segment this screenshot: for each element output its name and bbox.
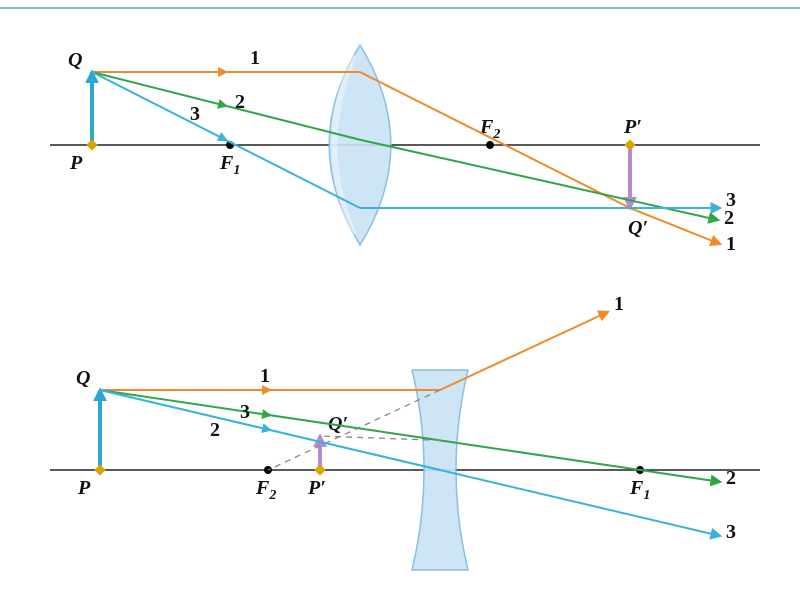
svg-text:3: 3: [726, 189, 736, 211]
svg-text:3: 3: [190, 103, 200, 125]
svg-text:1: 1: [614, 293, 624, 315]
svg-text:P′: P′: [307, 477, 326, 499]
svg-text:1: 1: [260, 365, 270, 387]
svg-text:Q′: Q′: [628, 217, 648, 239]
svg-text:2: 2: [726, 467, 736, 489]
svg-text:Q: Q: [68, 49, 82, 71]
svg-text:1: 1: [250, 47, 260, 69]
svg-text:2: 2: [210, 419, 220, 441]
svg-text:P: P: [77, 477, 91, 499]
svg-text:3: 3: [240, 401, 250, 423]
svg-text:1: 1: [726, 233, 736, 255]
svg-text:F1: F1: [219, 152, 240, 178]
svg-text:3: 3: [726, 521, 736, 543]
svg-text:Q: Q: [76, 367, 90, 389]
svg-text:P′: P′: [623, 116, 642, 138]
svg-text:F2: F2: [255, 477, 276, 503]
svg-text:F1: F1: [629, 477, 650, 503]
svg-text:P: P: [69, 152, 83, 174]
svg-text:2: 2: [235, 91, 245, 113]
